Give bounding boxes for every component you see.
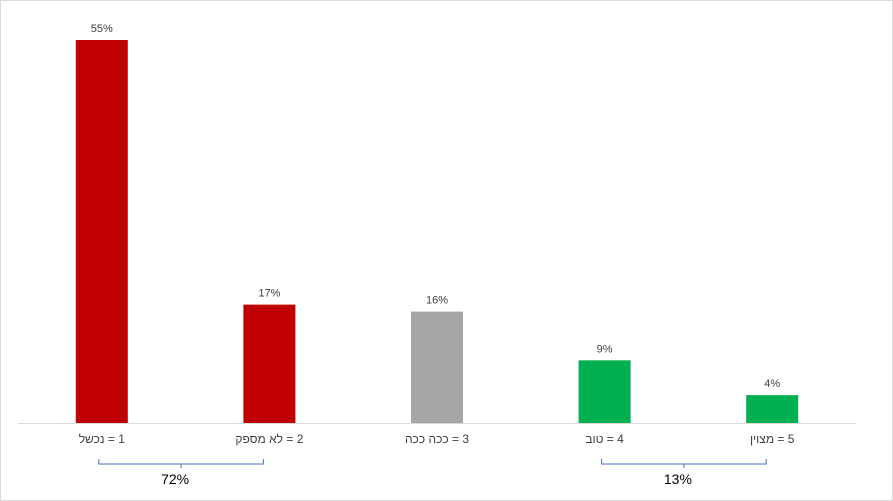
group-bracket-1 [98, 459, 264, 468]
category-label-4: 4 = טוב [585, 432, 624, 446]
bar-2 [243, 304, 296, 423]
group-label-1: 72% [161, 471, 189, 487]
data-label-5: 4% [764, 378, 780, 390]
data-label-4: 9% [597, 343, 613, 355]
category-labels-layer: 1 = נכשל 2 = לא מספק 3 = ככה ככה 4 = טוב 5 =… [79, 432, 795, 446]
category-label-3: 3 = ככה ככה [405, 432, 469, 446]
group-bracket-2 [601, 459, 767, 468]
bar-5 [746, 395, 799, 423]
group-brackets-layer: 72% 13% [98, 459, 767, 487]
data-label-3: 16% [426, 295, 448, 307]
data-label-1: 55% [91, 23, 113, 35]
bar-1 [75, 40, 128, 423]
category-label-2: 2 = לא מספק [235, 432, 303, 446]
category-label-1: 1 = נכשל [79, 432, 126, 446]
data-label-2: 17% [258, 288, 280, 300]
bar-4 [578, 360, 631, 423]
bars-layer [75, 40, 799, 423]
group-label-2: 13% [664, 471, 692, 487]
category-label-5: 5 = מצוין [750, 432, 795, 446]
bar-3 [411, 311, 463, 423]
data-labels-layer: 55% 17% 16% 9% 4% [91, 23, 781, 390]
